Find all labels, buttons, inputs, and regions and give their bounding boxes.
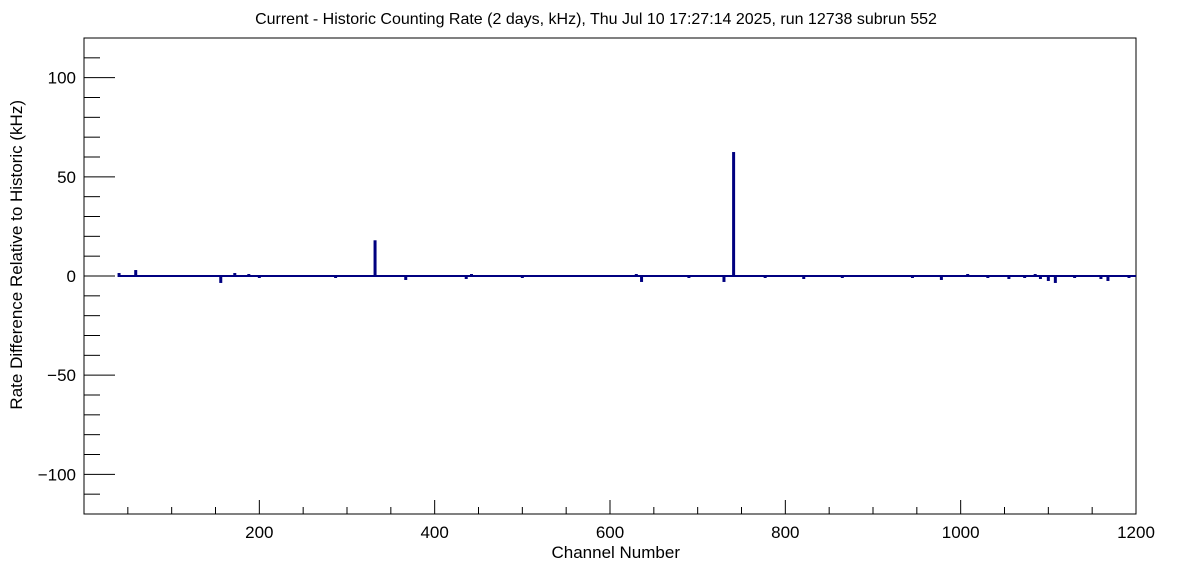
data-bar <box>763 275 767 278</box>
y-tick-label: −100 <box>38 465 76 484</box>
data-bar <box>1099 275 1103 279</box>
data-bar <box>117 273 121 277</box>
data-bar <box>373 240 377 277</box>
data-bar <box>334 275 338 278</box>
data-bar <box>722 275 726 282</box>
data-bar <box>1053 275 1057 283</box>
chart-title: Current - Historic Counting Rate (2 days… <box>255 11 937 28</box>
y-axis: −100 −50 0 50 100 <box>38 57 115 495</box>
data-bar <box>464 275 468 279</box>
data-bar <box>1106 275 1110 281</box>
y-tick-label: 50 <box>57 168 76 187</box>
data-bar <box>1038 275 1042 279</box>
data-bar <box>257 275 261 278</box>
y-tick-label: 100 <box>48 69 76 88</box>
x-tick-label: 1000 <box>942 523 980 542</box>
data-bar <box>687 275 691 278</box>
data-bar <box>732 152 736 277</box>
data-series <box>117 152 1136 283</box>
data-bar <box>134 270 138 277</box>
data-bar <box>939 275 943 280</box>
y-axis-label: Rate Difference Relative to Historic (kH… <box>7 100 26 410</box>
data-bar <box>802 275 806 279</box>
data-bar <box>1023 275 1027 278</box>
data-bar <box>1073 275 1077 278</box>
x-tick-label: 400 <box>420 523 448 542</box>
data-bar <box>640 275 644 282</box>
data-bar <box>520 275 524 278</box>
x-axis-label: Channel Number <box>551 543 680 562</box>
y-tick-label: −50 <box>47 366 76 385</box>
x-axis: 200 400 600 800 1000 1200 <box>127 500 1155 542</box>
x-tick-label: 200 <box>245 523 273 542</box>
x-tick-label: 1200 <box>1117 523 1155 542</box>
data-bar <box>840 275 844 278</box>
data-bar <box>634 274 638 277</box>
x-tick-label: 800 <box>771 523 799 542</box>
data-bar <box>910 275 914 278</box>
y-tick-label: 0 <box>67 267 76 286</box>
data-bar <box>404 275 408 280</box>
x-tick-label: 600 <box>596 523 624 542</box>
data-bar <box>986 275 990 278</box>
data-bar <box>1033 274 1037 277</box>
data-bar <box>1046 275 1050 281</box>
data-bar <box>219 275 223 283</box>
data-bar <box>247 274 251 277</box>
data-bar <box>966 274 970 277</box>
data-bar <box>233 273 237 277</box>
data-bar <box>469 274 473 277</box>
data-bar <box>1007 275 1011 279</box>
data-bar <box>1127 275 1131 278</box>
